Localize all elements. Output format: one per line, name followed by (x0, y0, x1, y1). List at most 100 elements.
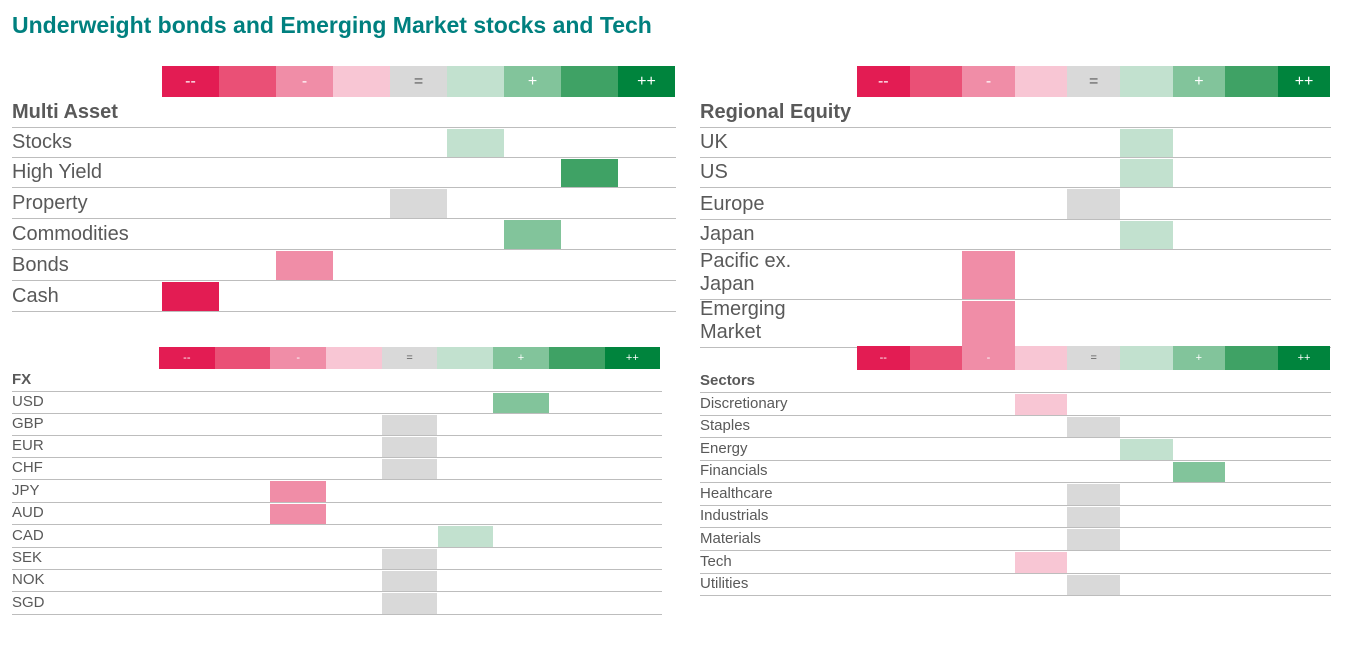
table-row: Staples (700, 416, 1331, 438)
table-heading: Regional Equity (700, 101, 852, 123)
scale-cell (909, 346, 963, 370)
table-row: Europe (700, 188, 1331, 220)
row-label: GBP (12, 414, 44, 432)
scale-cell: = (1067, 66, 1120, 97)
table-row: Utilities (700, 574, 1331, 596)
rating-mark (1067, 507, 1120, 527)
table-row: AUD (12, 503, 662, 525)
row-label: SEK (12, 548, 43, 566)
scale-cell: + (493, 347, 549, 369)
row-label: Europe (700, 193, 765, 215)
rating-mark (1120, 221, 1173, 249)
rating-mark (962, 251, 1015, 299)
scale-cell: - (270, 347, 327, 369)
scale-cell (1119, 66, 1173, 97)
rating-mark (276, 251, 333, 280)
rating-mark (493, 393, 549, 413)
table-row: EUR (12, 436, 662, 458)
table-row: USD (12, 392, 662, 414)
scale-cell (447, 66, 504, 97)
row-label: Property (12, 192, 88, 214)
table-row: Tech (700, 551, 1331, 574)
table-row: SGD (12, 592, 662, 615)
scale-cell: -- (162, 66, 219, 97)
rating-mark (1120, 159, 1173, 187)
rating-mark (447, 129, 504, 157)
row-label: Japan (700, 223, 755, 245)
rating-mark (1172, 462, 1226, 482)
table-heading: Sectors (700, 371, 756, 389)
scale-cell: - (962, 346, 1015, 370)
scale-cell (909, 66, 963, 97)
page-title: Underweight bonds and Emerging Market st… (12, 12, 652, 38)
row-label: Stocks (12, 131, 73, 153)
scale-cell (548, 347, 605, 369)
rating-scale: -- - = + ++ (159, 347, 661, 369)
row-label: Financials (700, 461, 768, 479)
table-heading-row: Multi Asset (12, 97, 676, 128)
rating-mark (561, 159, 618, 187)
rating-mark (381, 571, 438, 591)
table-row: Commodities (12, 219, 676, 250)
scale-cell: + (504, 66, 561, 97)
row-label: Pacific ex. Japan (700, 250, 792, 295)
table-heading-row: Sectors (700, 370, 1331, 393)
rating-mark (1067, 529, 1120, 550)
table-row: Financials (700, 461, 1331, 483)
table-row: SEK (12, 548, 662, 570)
scale-cell (326, 347, 382, 369)
scale-cell (219, 66, 276, 97)
table-row: UK (700, 128, 1331, 158)
rating-scale: -- - = + ++ (162, 66, 675, 97)
rating-mark (1120, 129, 1173, 157)
table-heading: FX (12, 370, 32, 388)
row-label: Utilities (700, 574, 749, 592)
scale-cell: = (381, 347, 438, 369)
row-label: Materials (700, 529, 761, 547)
rating-mark (270, 481, 327, 502)
row-label: Emerging Market (700, 298, 786, 343)
row-label: Industrials (700, 506, 769, 524)
scale-cell (1014, 66, 1068, 97)
scale-cell: + (1172, 66, 1226, 97)
row-label: CHF (12, 458, 43, 476)
table-row: Stocks (12, 128, 676, 158)
table-heading-row: FX (12, 369, 662, 392)
rating-mark (381, 459, 438, 479)
scale-cell: -- (159, 347, 215, 369)
scale-cell: -- (857, 66, 910, 97)
table-row: GBP (12, 414, 662, 436)
rating-mark (1014, 552, 1068, 573)
table-row: JPY (12, 480, 662, 503)
rating-mark (1067, 484, 1120, 505)
scale-cell: = (390, 66, 447, 97)
scale-cell (561, 66, 618, 97)
table-row: Industrials (700, 506, 1331, 528)
table-row: Energy (700, 438, 1331, 461)
rating-mark (962, 301, 1015, 347)
rating-mark (504, 220, 561, 249)
row-label: Cash (12, 285, 59, 307)
rating-mark (1067, 189, 1120, 219)
row-label: Commodities (12, 223, 129, 245)
row-label: SGD (12, 593, 45, 611)
rating-mark (1067, 417, 1120, 437)
table-row: Japan (700, 220, 1331, 250)
rating-mark (1067, 575, 1120, 595)
row-label: US (700, 161, 728, 183)
row-label: UK (700, 131, 728, 153)
rating-mark (162, 282, 219, 311)
table-row: Discretionary (700, 393, 1331, 416)
table-row: Cash (12, 281, 676, 312)
scale-cell: ++ (618, 66, 675, 97)
scale-cell: = (1067, 346, 1120, 370)
table-row: NOK (12, 570, 662, 592)
row-label: NOK (12, 570, 45, 588)
table-row: High Yield (12, 158, 676, 188)
row-label: Healthcare (700, 484, 773, 502)
scale-cell (1014, 346, 1068, 370)
table-row: Property (12, 188, 676, 219)
row-label: AUD (12, 503, 44, 521)
row-label: Discretionary (700, 394, 788, 412)
scale-cell: -- (857, 346, 910, 370)
